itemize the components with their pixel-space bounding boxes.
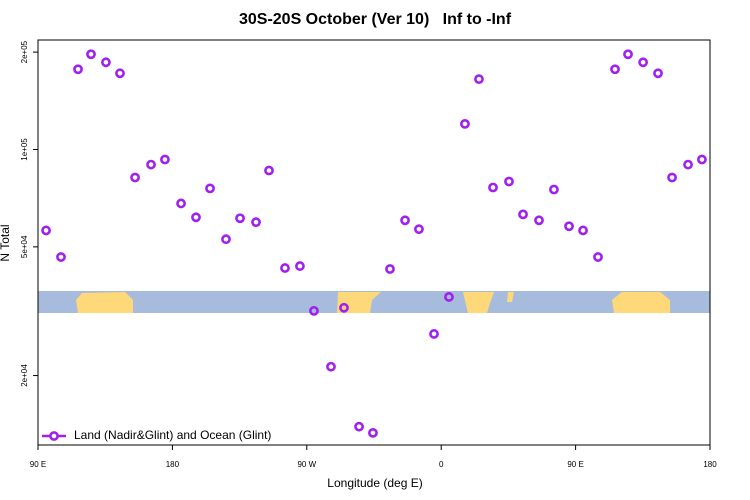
data-point <box>146 159 156 170</box>
data-point <box>73 64 83 75</box>
data-point <box>191 212 201 223</box>
land <box>76 292 133 313</box>
x-tick-label: 0 <box>439 460 444 469</box>
data-point <box>101 57 111 68</box>
data-point <box>385 264 395 274</box>
x-tick-label: 90 E <box>567 460 583 469</box>
data-point <box>578 225 588 236</box>
data-point <box>56 252 66 262</box>
data-point <box>115 68 125 79</box>
x-tick-label: 180 <box>703 460 717 469</box>
data-point <box>564 221 574 232</box>
data-point <box>280 263 290 273</box>
data-point <box>697 154 707 165</box>
data-point <box>667 172 677 183</box>
data-point <box>414 224 424 235</box>
data-point <box>534 215 544 226</box>
data-point <box>488 182 498 193</box>
data-point <box>368 427 378 438</box>
data-point <box>474 74 484 85</box>
data-point <box>444 292 454 302</box>
data-point <box>638 57 648 68</box>
data-point <box>339 302 349 313</box>
y-axis-label: N Total <box>0 224 12 261</box>
x-tick-label: 90 E <box>30 460 46 469</box>
legend-marker <box>49 431 59 441</box>
data-point <box>518 209 528 220</box>
data-point <box>460 118 470 129</box>
data-point <box>610 64 620 75</box>
y-tick-label: 5e+04 <box>20 235 29 258</box>
data-point <box>176 198 186 209</box>
data-point <box>309 305 319 316</box>
ocean-band <box>38 291 710 313</box>
y-tick-label: 1e+05 <box>20 138 29 161</box>
x-axis-label: Longitude (deg E) <box>327 476 422 490</box>
data-point <box>205 183 215 194</box>
x-tick-label: 180 <box>166 460 180 469</box>
legend-label: Land (Nadir&Glint) and Ocean (Glint) <box>74 428 271 442</box>
plot-frame <box>37 39 711 446</box>
data-point <box>623 49 633 60</box>
y-tick-label: 2e+05 <box>20 40 29 63</box>
data-point <box>354 421 364 432</box>
data-point <box>593 252 603 262</box>
data-point <box>683 159 693 170</box>
data-point <box>429 329 439 339</box>
data-point <box>653 68 663 79</box>
data-point <box>160 154 170 165</box>
data-point <box>295 261 305 271</box>
data-point <box>235 213 245 224</box>
x-tick-label: 90 W <box>297 460 316 469</box>
data-point <box>130 172 140 183</box>
data-point <box>41 225 51 236</box>
chart-title: 30S-20S October (Ver 10) Inf to -Inf <box>239 11 512 28</box>
data-point <box>326 361 336 372</box>
data-point <box>504 176 514 187</box>
land <box>612 292 670 313</box>
map-strip <box>38 291 710 313</box>
data-point <box>251 217 261 228</box>
land <box>463 292 494 313</box>
y-tick-label: 2e+04 <box>20 364 29 387</box>
data-point <box>400 215 410 226</box>
data-point <box>86 49 96 60</box>
data-point <box>221 234 231 245</box>
land <box>507 292 514 302</box>
data-point <box>549 184 559 195</box>
data-point <box>264 165 274 176</box>
